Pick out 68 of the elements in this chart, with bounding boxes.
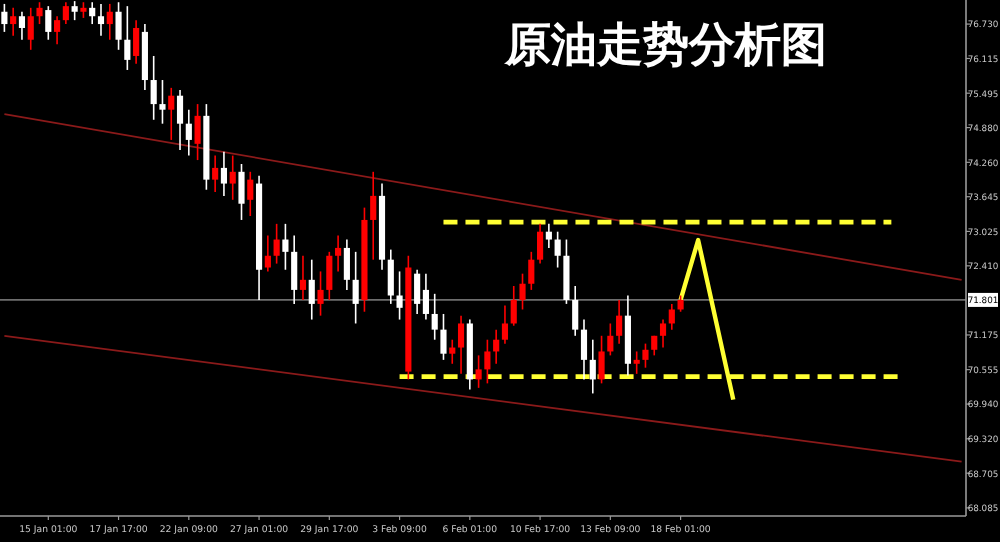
candlestick <box>185 108 192 157</box>
candlestick <box>387 248 394 305</box>
candlestick <box>572 285 579 337</box>
candlestick <box>607 322 614 357</box>
candlestick <box>18 10 26 41</box>
candlestick <box>45 5 52 41</box>
candlestick <box>519 272 526 311</box>
candlestick <box>422 272 429 321</box>
candlestick <box>10 7 17 37</box>
candlestick <box>62 1 69 25</box>
candlestick <box>168 87 175 141</box>
candlestick <box>106 3 113 41</box>
candlestick <box>115 1 122 51</box>
candlestick <box>317 270 324 317</box>
candlestick <box>133 19 140 65</box>
candlestick <box>501 304 509 345</box>
candlestick <box>370 171 377 261</box>
candlestick <box>431 293 438 341</box>
candlestick <box>212 154 219 193</box>
candlestick <box>176 89 184 151</box>
candlestick <box>668 303 675 331</box>
candlestick <box>616 299 623 345</box>
candlestick <box>343 238 350 291</box>
candlestick <box>659 318 667 349</box>
candlestick <box>291 234 298 305</box>
candlestick <box>580 318 588 381</box>
candlestick <box>150 55 157 121</box>
candlestick <box>229 154 236 201</box>
candlestick <box>97 3 105 37</box>
candlestick <box>326 251 333 301</box>
candlestick <box>335 234 342 273</box>
candlestick <box>264 234 271 273</box>
candlestick <box>633 350 640 375</box>
candlestick <box>554 230 561 269</box>
chart-title: 原油走势分析图 <box>503 18 827 72</box>
candlestick <box>598 334 605 385</box>
candlestick <box>510 285 517 327</box>
candlestick <box>27 7 34 51</box>
candlestick <box>537 223 544 265</box>
candlestick <box>273 223 280 265</box>
candlestick <box>396 270 403 321</box>
candlestick <box>124 5 131 71</box>
candlestick <box>308 258 315 321</box>
candlestick <box>528 251 535 291</box>
candlestick <box>352 251 359 325</box>
candlestick <box>484 338 491 385</box>
candlestick <box>642 342 649 369</box>
candlestick <box>238 163 245 221</box>
candlestick <box>414 268 421 315</box>
candlestick <box>159 79 166 125</box>
candlestick <box>194 103 201 161</box>
candlestick <box>589 338 596 395</box>
candlestick <box>54 15 61 46</box>
candlestick <box>545 223 552 249</box>
candlestick <box>36 1 43 25</box>
candlestick <box>89 1 96 25</box>
candlestick <box>247 171 254 217</box>
candlestick <box>71 0 78 21</box>
candlestick <box>440 313 447 361</box>
candlestick <box>220 150 228 197</box>
candlestick <box>299 254 307 301</box>
candlestick <box>282 223 289 271</box>
candlestick <box>493 328 500 365</box>
candlestick <box>475 354 482 389</box>
candlestick <box>1 3 8 33</box>
candlestick <box>457 314 465 375</box>
candlestick <box>449 338 456 365</box>
candlestick <box>563 238 570 305</box>
